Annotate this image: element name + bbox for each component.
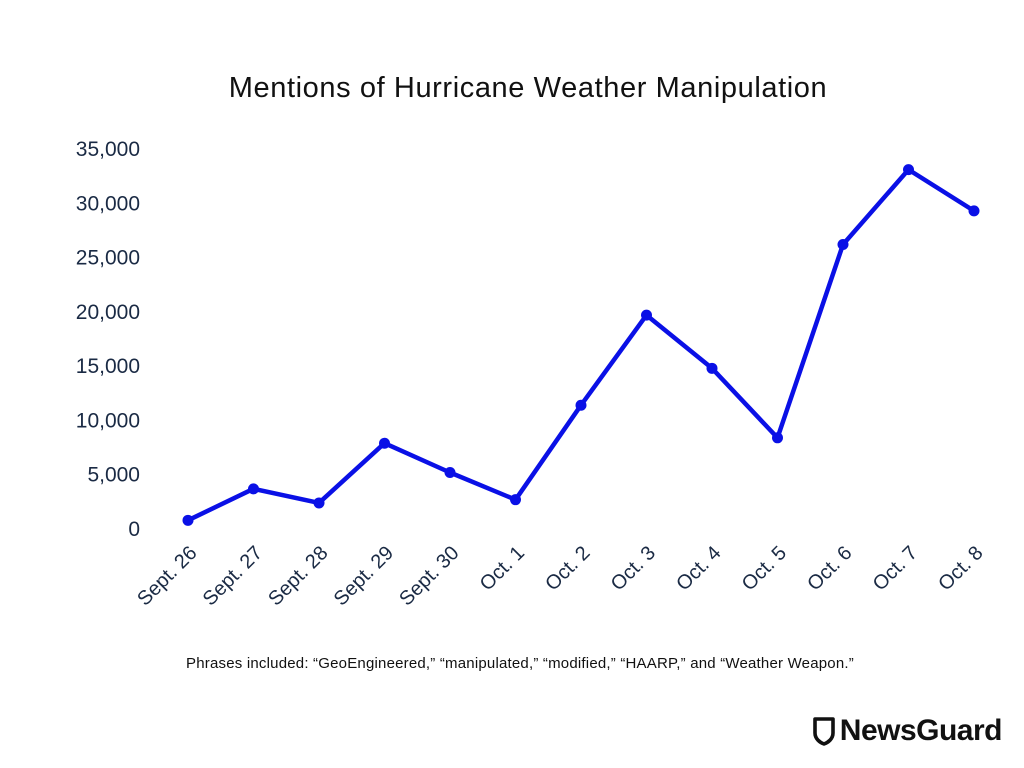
x-tick-label: Oct. 5 bbox=[738, 542, 791, 595]
data-point bbox=[182, 514, 194, 526]
y-tick-label: 20,000 bbox=[76, 301, 140, 324]
data-point bbox=[313, 497, 325, 509]
series-line bbox=[185, 167, 977, 523]
data-point bbox=[575, 399, 587, 411]
data-point bbox=[379, 437, 390, 449]
y-tick-label: 35,000 bbox=[76, 138, 140, 161]
y-tick-label: 25,000 bbox=[76, 247, 140, 270]
shield-icon bbox=[812, 717, 835, 746]
x-tick-label: Sept. 29 bbox=[330, 542, 398, 610]
data-point bbox=[706, 362, 718, 374]
newsguard-logo: NewsGuard bbox=[812, 714, 1003, 748]
y-axis: 0 5,000 10,000 15,000 20,000 25,000 30,000 35,0… bbox=[76, 138, 140, 541]
y-tick-label: 5,000 bbox=[87, 464, 140, 487]
x-tick-label: Sept. 30 bbox=[395, 542, 463, 610]
x-tick-label: Oct. 4 bbox=[672, 542, 725, 595]
line-chart: 0 5,000 10,000 15,000 20,000 25,000 30,000 35,0… bbox=[76, 138, 988, 610]
x-tick-label: Sept. 27 bbox=[199, 542, 267, 610]
data-point bbox=[968, 205, 980, 217]
data-point bbox=[444, 467, 456, 479]
x-tick-label: Oct. 3 bbox=[607, 542, 660, 595]
chart-title: Mentions of Hurricane Weather Manipulati… bbox=[228, 72, 828, 104]
brand-wordmark: NewsGuard bbox=[839, 714, 1003, 747]
x-tick-label: Sept. 26 bbox=[133, 542, 201, 610]
x-tick-label: Sept. 28 bbox=[264, 542, 332, 610]
data-point bbox=[641, 309, 652, 321]
data-point bbox=[837, 239, 849, 251]
x-tick-label: Oct. 8 bbox=[934, 542, 987, 595]
y-tick-label: 15,000 bbox=[76, 355, 140, 378]
data-point bbox=[903, 164, 914, 176]
data-point bbox=[510, 494, 521, 506]
x-tick-label: Oct. 7 bbox=[869, 542, 922, 595]
data-point bbox=[248, 483, 259, 495]
footnote: Phrases included: “GeoEngineered,” “mani… bbox=[186, 655, 854, 672]
data-point bbox=[772, 432, 783, 444]
y-tick-label: 30,000 bbox=[76, 192, 140, 215]
series-layer bbox=[182, 164, 980, 526]
x-tick-label: Oct. 6 bbox=[803, 542, 856, 595]
y-tick-label: 0 bbox=[128, 518, 140, 541]
x-tick-label: Oct. 2 bbox=[541, 542, 594, 595]
y-tick-label: 10,000 bbox=[76, 409, 140, 432]
x-tick-label: Oct. 1 bbox=[476, 542, 529, 595]
